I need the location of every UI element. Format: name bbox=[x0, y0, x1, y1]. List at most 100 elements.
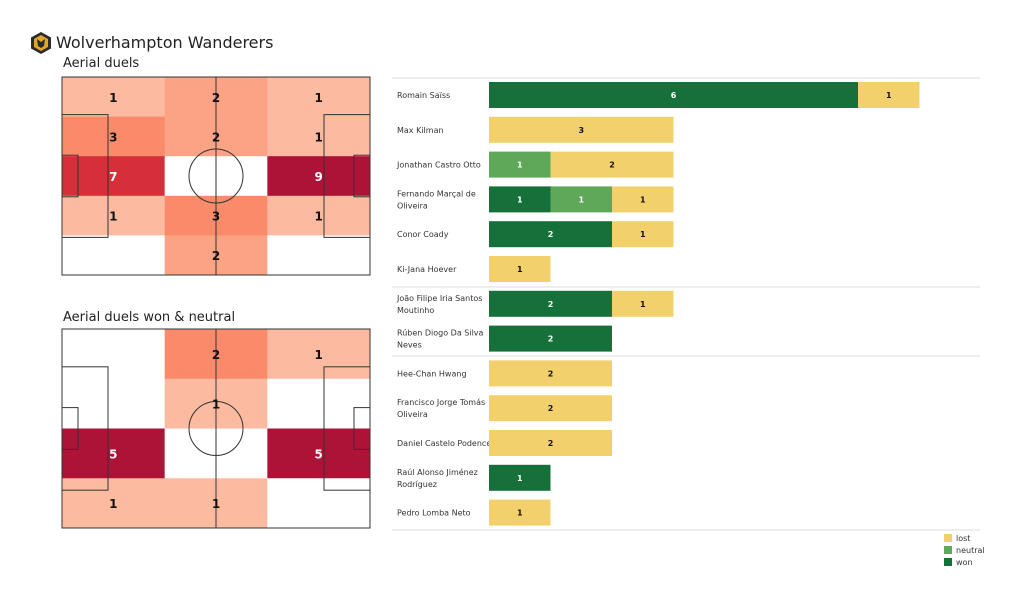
heatmap-cell bbox=[62, 116, 166, 157]
heatmap-value: 1 bbox=[109, 497, 117, 511]
heatmap-cell bbox=[62, 156, 166, 197]
bar-won bbox=[489, 325, 612, 352]
bar-lost bbox=[489, 256, 551, 282]
bar-label-lost: 2 bbox=[548, 369, 554, 378]
bar-lost bbox=[489, 430, 612, 456]
team-title: Wolverhampton Wanderers bbox=[56, 33, 274, 52]
player-name: Oliveira bbox=[397, 201, 428, 210]
heatmap-cell bbox=[267, 195, 371, 236]
heatmap-cell bbox=[267, 378, 371, 429]
player-name: Francisco Jorge Tomás bbox=[397, 398, 485, 407]
player-name: Oliveira bbox=[397, 410, 428, 419]
heatmap-value: 5 bbox=[109, 447, 117, 461]
player-name: Max Kilman bbox=[397, 126, 444, 135]
bar-won bbox=[489, 464, 551, 491]
six-yard-box-right bbox=[353, 154, 371, 198]
bar-label-won: 1 bbox=[517, 474, 523, 483]
bar-label-lost: 2 bbox=[609, 161, 615, 170]
six-yard-box-left bbox=[61, 154, 79, 198]
player-name: Moutinho bbox=[397, 306, 434, 315]
heatmap-title-won-neutral: Aerial duels won & neutral bbox=[63, 310, 236, 325]
bar-label-lost: 3 bbox=[578, 126, 584, 135]
heatmap-value: 1 bbox=[314, 210, 322, 224]
heatmap-value: 1 bbox=[314, 130, 322, 144]
heatmap-cell bbox=[267, 116, 371, 157]
legend-swatch-lost bbox=[944, 534, 952, 542]
bar-label-lost: 1 bbox=[886, 91, 892, 100]
legend-swatch-won bbox=[944, 558, 952, 566]
heatmap-value: 1 bbox=[314, 348, 322, 362]
player-name: Romain Saïss bbox=[397, 91, 450, 100]
heatmap-cell bbox=[267, 329, 371, 380]
heatmap-cell bbox=[62, 428, 166, 479]
bar-won bbox=[489, 221, 612, 248]
bar-label-lost: 2 bbox=[548, 439, 554, 448]
player-name: Daniel Castelo Podence bbox=[397, 439, 491, 448]
player-name: Jonathan Castro Otto bbox=[396, 161, 481, 170]
heatmap-cell bbox=[62, 478, 166, 529]
heatmap-value: 3 bbox=[109, 130, 117, 144]
bar-lost bbox=[550, 151, 674, 178]
player-name: Hee-Chan Hwang bbox=[397, 369, 467, 378]
legend-label-lost: lost bbox=[956, 534, 970, 543]
bar-lost bbox=[489, 499, 551, 526]
bar-lost bbox=[612, 186, 674, 213]
heatmap-value: 7 bbox=[109, 170, 117, 184]
heatmap-value: 2 bbox=[212, 249, 220, 263]
wolves-logo-icon bbox=[31, 32, 51, 54]
bar-label-lost: 1 bbox=[517, 509, 523, 518]
heatmap-cell bbox=[62, 77, 166, 118]
player-name: Rodríguez bbox=[397, 480, 437, 489]
bar-won bbox=[489, 186, 551, 213]
heatmap-value: 9 bbox=[314, 170, 322, 184]
bar-lost bbox=[489, 395, 612, 422]
heatmap-value: 1 bbox=[212, 497, 220, 511]
six-yard-box-right bbox=[353, 407, 371, 450]
heatmap-value: 2 bbox=[212, 91, 220, 105]
legend-label-neutral: neutral bbox=[956, 546, 985, 555]
bar-label-won: 2 bbox=[548, 300, 554, 309]
center-circle bbox=[188, 148, 244, 204]
heatmap-value: 1 bbox=[212, 398, 220, 412]
player-name: Neves bbox=[397, 341, 422, 350]
player-name: Conor Coady bbox=[397, 230, 449, 239]
bar-label-neutral: 1 bbox=[517, 161, 523, 170]
player-name: Ki-Jana Hoever bbox=[397, 265, 457, 274]
heatmap-value: 1 bbox=[109, 210, 117, 224]
bar-label-neutral: 1 bbox=[578, 195, 584, 204]
bar-won bbox=[489, 290, 612, 317]
bar-lost bbox=[858, 82, 920, 108]
bar-neutral bbox=[550, 186, 612, 213]
heatmap-cell bbox=[267, 428, 371, 479]
legend-label-won: won bbox=[956, 558, 973, 567]
bar-label-lost: 2 bbox=[548, 404, 554, 413]
six-yard-box-left bbox=[61, 407, 79, 450]
bar-label-won: 1 bbox=[517, 195, 523, 204]
heatmap-value: 1 bbox=[109, 91, 117, 105]
player-name: Pedro Lomba Neto bbox=[397, 509, 471, 518]
bar-neutral bbox=[489, 151, 551, 178]
bar-lost bbox=[612, 290, 674, 317]
heatmap-title-aerial-duels: Aerial duels bbox=[63, 56, 140, 71]
heatmap-cell bbox=[267, 235, 371, 276]
heatmap-cell bbox=[267, 478, 371, 529]
bar-label-won: 2 bbox=[548, 230, 554, 239]
legend-swatch-neutral bbox=[944, 546, 952, 554]
heatmap-value: 2 bbox=[212, 348, 220, 362]
bar-label-lost: 1 bbox=[640, 230, 646, 239]
bar-label-lost: 1 bbox=[640, 195, 646, 204]
heatmap-cell bbox=[267, 156, 371, 197]
heatmap-value: 3 bbox=[212, 210, 220, 224]
heatmap-cell bbox=[62, 378, 166, 429]
heatmap-value: 5 bbox=[314, 447, 322, 461]
player-name: Rúben Diogo Da Silva bbox=[397, 329, 484, 338]
bar-lost bbox=[489, 116, 674, 143]
player-name: João Filipe Iria Santos bbox=[396, 294, 482, 303]
player-name: Fernando Marçal de bbox=[397, 189, 476, 198]
bar-label-lost: 1 bbox=[640, 300, 646, 309]
player-name: Raúl Alonso Jiménez bbox=[397, 467, 478, 477]
bar-label-won: 6 bbox=[671, 91, 677, 100]
center-circle bbox=[188, 401, 244, 456]
heatmap-cell bbox=[62, 329, 166, 380]
